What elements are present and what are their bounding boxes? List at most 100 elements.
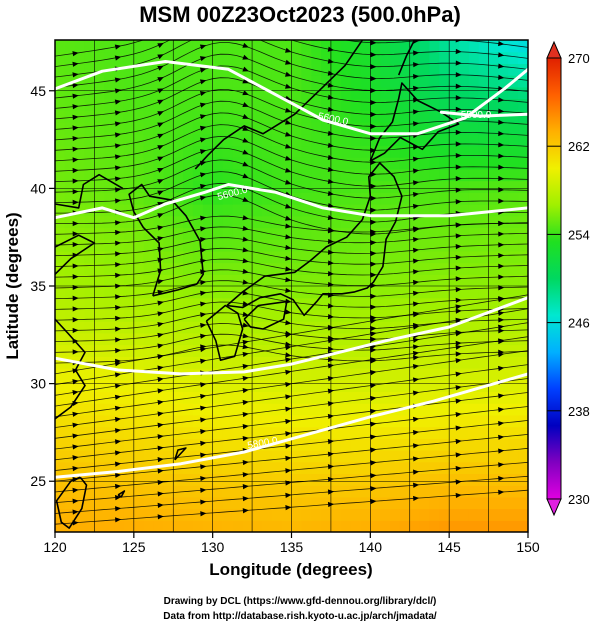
field-cell <box>212 520 224 532</box>
field-cell <box>252 192 263 205</box>
field-cell <box>232 122 243 135</box>
field-cell <box>212 426 224 439</box>
field-cell <box>183 133 194 147</box>
field-cell <box>340 297 352 311</box>
field-cell <box>291 63 302 76</box>
field-cell <box>390 344 401 357</box>
streamline-arrow <box>455 40 462 43</box>
streamline-arrow <box>242 301 249 307</box>
streamline-arrow <box>242 375 249 382</box>
field-cell <box>390 192 401 205</box>
field-cell <box>55 168 66 182</box>
field-cell <box>163 192 174 205</box>
field-cell <box>281 309 293 322</box>
field-cell <box>271 262 283 275</box>
streamline-arrow <box>114 416 122 423</box>
field-cell <box>242 356 253 369</box>
streamline-arrow <box>285 266 292 272</box>
field-cell <box>192 215 204 229</box>
field-cell <box>202 204 214 217</box>
field-cell <box>459 403 470 416</box>
field-cell <box>232 98 243 111</box>
streamline-arrow <box>412 247 420 253</box>
streamline-arrow <box>199 125 207 131</box>
streamline-arrow <box>242 387 249 394</box>
field-cell <box>84 262 96 275</box>
field-cell <box>409 215 421 229</box>
field-cell <box>459 414 470 428</box>
field-cell <box>330 40 342 53</box>
x-tick-label: 120 <box>43 539 67 555</box>
field-cell <box>271 450 283 463</box>
field-cell <box>301 356 312 369</box>
field-cell <box>350 86 362 100</box>
field-cell <box>202 40 214 53</box>
streamline-arrow <box>412 364 420 370</box>
streamline-arrow <box>200 247 207 253</box>
field-cell <box>409 508 421 521</box>
field-cell <box>419 168 431 182</box>
field-cell <box>419 239 431 252</box>
field-cell <box>380 180 391 193</box>
field-cell <box>498 368 509 381</box>
field-cell <box>232 438 243 451</box>
field-cell <box>143 414 155 428</box>
streamline-arrow <box>370 347 377 353</box>
field-cell <box>55 110 66 123</box>
field-cell <box>498 133 509 147</box>
field-cell <box>409 98 421 111</box>
field-cell <box>399 485 411 498</box>
field-cell <box>281 356 293 369</box>
field-cell <box>291 344 302 357</box>
field-cell <box>399 520 411 532</box>
field-cell <box>84 426 96 439</box>
field-cell <box>330 286 342 299</box>
field-cell <box>143 321 155 334</box>
field-cell <box>84 368 96 381</box>
field-cell <box>508 438 519 451</box>
field-cell <box>508 414 519 428</box>
field-cell <box>390 356 401 369</box>
field-cell <box>439 192 450 205</box>
colorbar-tick-label: 238 <box>568 404 590 419</box>
field-cell <box>488 508 500 521</box>
field-cell <box>399 286 411 299</box>
field-cell <box>271 274 283 287</box>
field-cell <box>518 133 528 147</box>
field-cell <box>478 262 490 275</box>
field-cell <box>232 309 243 322</box>
field-cell <box>74 122 86 135</box>
field-cell <box>192 63 204 76</box>
field-cell <box>163 145 174 158</box>
field-cell <box>311 227 322 240</box>
field-cell <box>64 63 76 76</box>
contour-line-5700-0 <box>55 296 528 376</box>
contour-line-5800-0 <box>55 372 528 479</box>
field-cell <box>163 227 174 240</box>
streamline-arrow <box>242 351 249 358</box>
field-cell <box>468 344 480 357</box>
streamline-arrow <box>114 176 122 182</box>
streamline-arrow <box>370 331 377 337</box>
field-cell <box>84 122 96 135</box>
field-cell <box>439 368 450 381</box>
streamline-arrow <box>242 197 249 202</box>
streamline-arrow <box>412 322 420 329</box>
field-cell <box>74 473 86 486</box>
field-cell <box>104 86 115 100</box>
streamline-arrow <box>412 156 420 162</box>
field-cell <box>508 122 519 135</box>
field-cell <box>252 297 263 311</box>
field-cell <box>508 286 519 299</box>
field-cell <box>330 520 342 532</box>
streamline-arrow <box>412 168 420 174</box>
field-cell <box>153 180 164 193</box>
field-cell <box>429 75 440 88</box>
field-cell <box>84 250 96 264</box>
field-cell <box>439 133 450 147</box>
field-cell <box>143 520 155 532</box>
streamline-arrow <box>200 405 207 411</box>
streamline-arrow <box>200 333 207 339</box>
field-cell <box>380 426 391 439</box>
field-cell <box>55 286 66 299</box>
